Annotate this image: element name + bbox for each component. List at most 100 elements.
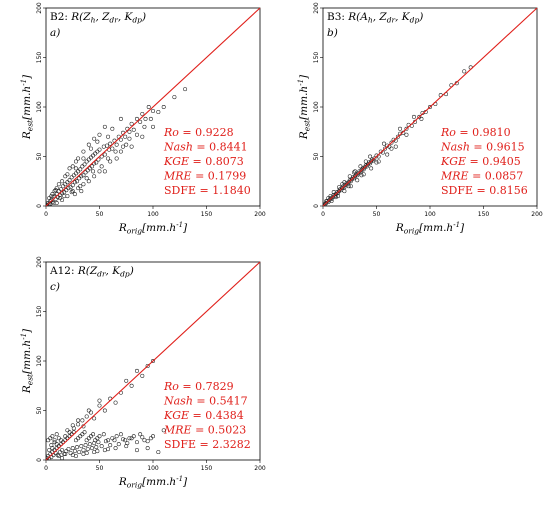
x-tick-label: 50	[96, 211, 104, 218]
data-point	[77, 176, 82, 181]
x-tick-label: 0	[44, 465, 48, 472]
y-tick-label: 0	[313, 204, 320, 208]
data-point	[65, 180, 70, 185]
y-tick-label: 50	[313, 153, 320, 161]
data-point	[142, 124, 147, 129]
data-point	[148, 436, 153, 441]
data-point	[95, 139, 100, 144]
data-point	[118, 137, 123, 142]
data-point	[123, 438, 128, 443]
data-point	[342, 189, 347, 194]
data-point	[348, 184, 353, 189]
data-point	[97, 403, 102, 408]
y-tick-label: 100	[36, 355, 43, 367]
data-point	[83, 170, 88, 175]
data-point	[110, 146, 115, 151]
data-point	[161, 105, 166, 109]
data-point	[143, 116, 148, 121]
data-point	[81, 156, 86, 161]
data-point	[324, 201, 329, 206]
data-point	[359, 168, 364, 173]
stat-sdfe: SDFE = 0.8156	[441, 184, 528, 197]
data-point	[328, 194, 333, 199]
x-tick-label: 150	[201, 465, 213, 472]
data-point	[121, 437, 126, 442]
data-point	[50, 434, 55, 439]
data-point	[331, 190, 336, 195]
data-point	[68, 451, 73, 456]
data-point	[56, 454, 61, 459]
data-point	[86, 142, 91, 147]
data-point	[82, 430, 87, 435]
data-point	[73, 454, 78, 459]
data-point	[108, 141, 113, 146]
data-point	[138, 119, 143, 124]
data-point	[70, 446, 75, 451]
data-point	[75, 179, 80, 184]
data-point	[67, 166, 72, 171]
x-tick-label: 100	[147, 465, 159, 472]
data-point	[66, 447, 71, 452]
data-point	[138, 432, 143, 437]
identity-line	[45, 7, 261, 207]
data-point	[81, 182, 86, 187]
data-point	[118, 149, 123, 154]
data-point	[372, 156, 377, 161]
data-point	[359, 173, 364, 178]
data-point	[84, 159, 89, 164]
data-point	[118, 116, 123, 121]
data-point	[70, 183, 75, 188]
data-point	[96, 440, 101, 445]
data-point	[383, 146, 388, 151]
data-point	[71, 173, 76, 178]
data-point	[151, 359, 155, 363]
data-point	[63, 182, 68, 187]
data-point	[91, 153, 96, 158]
data-point	[374, 160, 379, 165]
panel-title: B2: R(Zh​, Zdr​, Kdp​)	[50, 11, 146, 25]
x-tick-label: 50	[96, 465, 104, 472]
y-tick-label: 150	[313, 52, 320, 64]
data-point	[151, 124, 155, 129]
data-point	[81, 448, 86, 453]
data-point	[73, 159, 78, 164]
data-point	[84, 414, 89, 419]
panel-letter: b)	[327, 27, 338, 39]
data-point	[116, 442, 121, 447]
data-point	[134, 116, 139, 121]
x-tick-label: 200	[254, 465, 266, 472]
data-point	[353, 169, 358, 174]
data-point	[87, 442, 92, 447]
data-point	[76, 418, 81, 423]
data-point	[131, 434, 136, 439]
stat-nash: Nash = 0.9615	[440, 141, 525, 154]
scatter-panel-a: 0 50 100 150 200 0 50 100 150 200 B2: R(Zh​, Zdr​,…	[20, 2, 266, 235]
stat-kge: KGE = 0.4384	[163, 409, 244, 422]
stat-sdfe: SDFE = 1.1840	[164, 184, 251, 197]
stat-mre: MRE = 0.0857	[440, 170, 523, 183]
data-point	[145, 439, 150, 444]
data-point	[353, 174, 358, 179]
data-point	[146, 105, 151, 109]
x-tick-label: 150	[201, 211, 213, 218]
data-point	[108, 443, 113, 448]
data-point	[113, 446, 118, 451]
x-tick-label: 0	[44, 211, 48, 218]
data-point	[102, 124, 107, 129]
data-point	[127, 129, 132, 134]
y-tick-label: 0	[36, 204, 43, 208]
data-point	[140, 435, 145, 440]
data-point	[68, 185, 73, 190]
data-point	[411, 114, 416, 119]
stat-mre: MRE = 0.5023	[163, 424, 246, 437]
data-point	[112, 438, 117, 443]
data-point	[105, 143, 109, 148]
data-point	[87, 166, 92, 171]
data-point	[337, 185, 342, 190]
data-point	[56, 182, 61, 187]
data-point	[156, 450, 161, 455]
data-point	[369, 159, 374, 164]
data-point	[78, 184, 83, 189]
data-point	[356, 171, 361, 176]
